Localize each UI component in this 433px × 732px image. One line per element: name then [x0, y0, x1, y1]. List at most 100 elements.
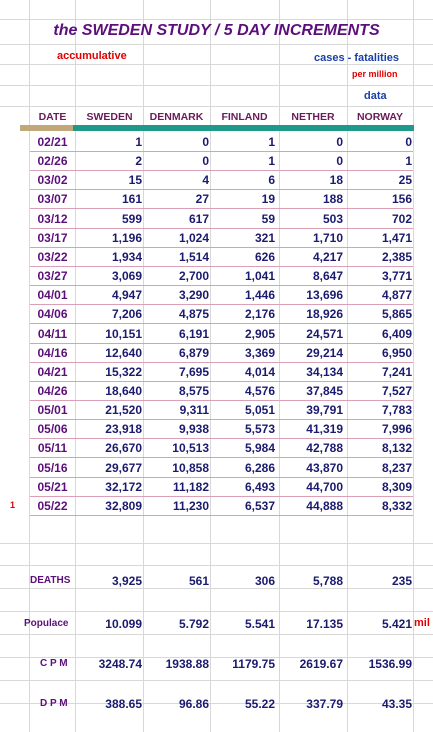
finland-cell: 626 [254, 250, 275, 264]
finland-cell: 1,041 [244, 269, 275, 283]
sweden-cell: 26,670 [105, 441, 142, 455]
denmark-cell: 8,575 [178, 384, 209, 398]
date-cell: 05/21 [37, 480, 68, 494]
row-divider [30, 228, 413, 229]
denmark-cell: 6,879 [178, 346, 209, 360]
date-cell: 03/22 [37, 250, 68, 264]
dpm-norway: 43.35 [381, 697, 412, 711]
norway-cell: 1 [405, 154, 412, 168]
table-row: 04/01 4,947 3,290 1,446 13,696 4,877 [0, 286, 433, 304]
norway-cell: 2,385 [381, 250, 412, 264]
table-row: 04/11 10,151 6,191 2,905 24,571 6,409 [0, 325, 433, 343]
date-cell: 03/02 [37, 173, 68, 187]
date-cell: 05/06 [37, 422, 68, 436]
denmark-cell: 11,182 [172, 480, 209, 494]
denmark-cell: 10,858 [172, 461, 209, 475]
denmark-cell: 27 [195, 192, 209, 206]
dpm-finland: 55.22 [244, 697, 275, 711]
row-divider [30, 208, 413, 209]
norway-cell: 7,241 [381, 365, 412, 379]
denmark-cell: 3,290 [178, 288, 209, 302]
finland-cell: 5,051 [244, 403, 275, 417]
finland-cell: 3,369 [244, 346, 275, 360]
denmark-cell: 0 [202, 154, 209, 168]
finland-cell: 6,493 [244, 480, 275, 494]
nether-cell: 34,134 [306, 365, 343, 379]
denmark-cell: 617 [188, 212, 209, 226]
date-cell: 05/22 [37, 499, 68, 513]
sweden-cell: 1,196 [111, 231, 142, 245]
deaths-denmark: 561 [188, 574, 209, 588]
row-divider [30, 323, 413, 324]
table-row: 05/22 32,809 11,230 6,537 44,888 8,332 1 [0, 497, 433, 515]
date-cell: 03/12 [37, 212, 68, 226]
row-divider [30, 400, 413, 401]
norway-cell: 8,237 [381, 461, 412, 475]
norway-cell: 5,865 [381, 307, 412, 321]
nether-cell: 18 [329, 173, 343, 187]
sweden-cell: 21,520 [105, 403, 142, 417]
date-cell: 04/06 [37, 307, 68, 321]
per-million-label: per million [352, 69, 398, 79]
sweden-cell: 15,322 [105, 365, 142, 379]
sweden-cell: 4,947 [111, 288, 142, 302]
row-divider [30, 419, 413, 420]
row-divider [30, 457, 413, 458]
date-cell: 02/26 [37, 154, 68, 168]
nether-cell: 1,710 [312, 231, 343, 245]
sweden-cell: 7,206 [111, 307, 142, 321]
table-row: 02/26 2 0 1 0 1 [0, 152, 433, 170]
norway-cell: 156 [391, 192, 412, 206]
date-cell: 04/01 [37, 288, 68, 302]
table-row: 05/06 23,918 9,938 5,573 41,319 7,996 [0, 420, 433, 438]
dpm-denmark: 96.86 [178, 697, 209, 711]
cpm-norway: 1536.99 [368, 657, 412, 671]
populace-nether: 17.135 [306, 617, 343, 631]
data-label: data [364, 90, 387, 102]
sweden-cell: 32,809 [105, 499, 142, 513]
date-cell: 03/17 [37, 231, 68, 245]
nether-cell: 29,214 [306, 346, 343, 360]
row-divider [30, 438, 413, 439]
sweden-cell: 1,934 [111, 250, 142, 264]
table-row: 05/01 21,520 9,311 5,051 39,791 7,783 [0, 401, 433, 419]
norway-cell: 8,332 [381, 499, 412, 513]
populace-norway: 5.421 [381, 617, 412, 631]
table-row: 03/07 161 27 19 188 156 [0, 190, 433, 208]
finland-cell: 5,984 [244, 441, 275, 455]
row-divider [30, 381, 413, 382]
norway-cell: 25 [398, 173, 412, 187]
nether-cell: 8,647 [312, 269, 343, 283]
cpm-nether: 2619.67 [299, 657, 343, 671]
denmark-cell: 0 [202, 135, 209, 149]
denmark-cell: 4,875 [178, 307, 209, 321]
norway-cell: 3,771 [381, 269, 412, 283]
cpm-finland: 1179.75 [232, 657, 275, 671]
sweden-cell: 161 [121, 192, 142, 206]
table-row: 05/16 29,677 10,858 6,286 43,870 8,237 [0, 459, 433, 477]
deaths-norway: 235 [391, 574, 412, 588]
row-divider [30, 247, 413, 248]
finland-cell: 6,537 [244, 499, 275, 513]
cases-fatalities-label: cases - fatalities [314, 52, 399, 64]
nether-cell: 37,845 [306, 384, 343, 398]
norway-cell: 0 [405, 135, 412, 149]
date-cell: 03/27 [37, 269, 68, 283]
populace-denmark: 5.792 [178, 617, 209, 631]
nether-cell: 41,319 [306, 422, 343, 436]
nether-cell: 0 [336, 135, 343, 149]
header-nether: NETHER [291, 111, 335, 123]
date-cell: 04/11 [37, 327, 68, 341]
table-row: 03/22 1,934 1,514 626 4,217 2,385 [0, 248, 433, 266]
deaths-row: DEATHS 3,925 561 306 5,788 235 [0, 572, 433, 590]
norway-cell: 7,996 [381, 422, 412, 436]
deaths-nether: 5,788 [312, 574, 343, 588]
row-divider [30, 304, 413, 305]
table-row: 04/16 12,640 6,879 3,369 29,214 6,950 [0, 344, 433, 362]
row-divider [30, 343, 413, 344]
table-row: 02/21 1 0 1 0 0 [0, 133, 433, 151]
table-row: 03/17 1,196 1,024 321 1,710 1,471 [0, 229, 433, 247]
row-divider [30, 189, 413, 190]
sweden-cell: 1 [135, 135, 142, 149]
finland-cell: 2,905 [244, 327, 275, 341]
